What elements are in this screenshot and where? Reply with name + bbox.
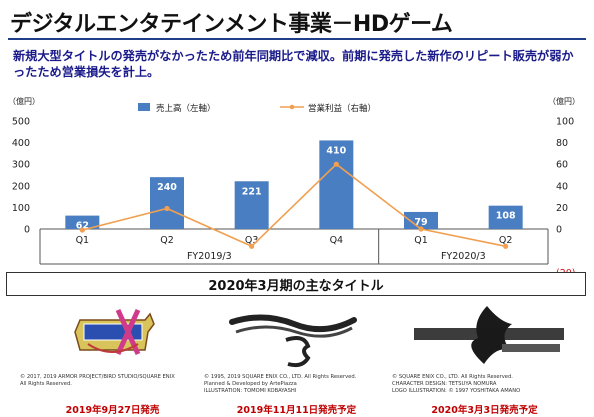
game-copyright-text: © 1995, 2019 SQUARE ENIX CO., LTD. All R… — [204, 374, 357, 394]
romancing-saga-logo — [229, 314, 357, 368]
game-card-ff7-remake: © SQUARE ENIX CO., LTD. All Rights Reser… — [392, 302, 577, 417]
game-card-dq11: © 2017, 2019 ARMOR PROJECT/BIRD STUDIO/S… — [20, 302, 205, 417]
game-release-date: 2020年3月3日発売予定 — [431, 405, 538, 416]
category-tick-label: Q3 — [245, 235, 259, 246]
category-tick-label: Q2 — [499, 235, 513, 246]
profit-point — [503, 243, 509, 249]
right-axis-tick-label: 60 — [556, 160, 568, 171]
revenue-bar-label: 108 — [496, 211, 516, 222]
revenue-bar — [150, 177, 184, 229]
profit-point — [333, 161, 339, 167]
revenue-bar-label: 240 — [157, 182, 177, 193]
profit-point — [249, 243, 255, 249]
revenue-profit-chart: （億円）（億円）5004003002001000100806040200(20)… — [8, 96, 580, 272]
left-axis-tick-label: 400 — [12, 138, 30, 149]
revenue-bar — [319, 140, 354, 229]
revenue-bar — [488, 205, 523, 229]
revenue-bar — [65, 215, 100, 229]
ff7-remake-logo — [414, 306, 564, 364]
game-copyright-text: © 2017, 2019 ARMOR PROJECT/BIRD STUDIO/S… — [20, 374, 175, 387]
dragon-quest-logo — [74, 308, 155, 356]
revenue-bar-label: 62 — [76, 221, 89, 232]
left-axis-tick-label: 100 — [12, 203, 30, 214]
group-label: FY2020/3 — [441, 251, 486, 262]
category-tick-label: Q2 — [160, 235, 174, 246]
left-axis-tick-label: 200 — [12, 181, 30, 192]
category-tick-label: Q1 — [414, 235, 428, 246]
left-axis-tick-label: 500 — [12, 117, 30, 128]
left-axis-tick-label: 300 — [12, 160, 30, 171]
right-axis-tick-label: 40 — [556, 181, 568, 192]
revenue-bar-label: 221 — [242, 186, 262, 197]
legend-label-revenue: 売上高（左軸） — [156, 103, 216, 114]
right-axis-tick-label: (20) — [556, 268, 576, 272]
revenue-bar — [404, 211, 438, 229]
profit-point — [79, 227, 85, 233]
revenue-bar — [234, 181, 269, 229]
category-tick-label: Q1 — [76, 235, 90, 246]
game-release-date: 2019年9月27日発売 — [65, 405, 160, 416]
profit-point — [418, 226, 424, 232]
right-axis-tick-label: 20 — [556, 203, 568, 214]
left-axis-unit: （億円） — [8, 96, 40, 106]
profit-line — [82, 163, 506, 248]
revenue-bar-label: 79 — [414, 217, 427, 228]
legend-label-profit: 営業利益（右軸） — [308, 103, 376, 114]
game-copyright-text: © SQUARE ENIX CO., LTD. All Rights Reser… — [392, 374, 521, 394]
right-axis-unit: （億円） — [548, 96, 580, 106]
game-release-date: 2019年11月11日発売予定 — [236, 405, 357, 416]
revenue-bar-label: 410 — [326, 145, 346, 156]
right-axis-tick-label: 80 — [556, 138, 568, 149]
left-axis-tick-label: 0 — [24, 225, 30, 236]
titles-section-header: 2020年3月期の主なタイトル — [6, 272, 586, 296]
category-tick-label: Q4 — [330, 235, 344, 246]
right-axis-tick-label: 100 — [556, 117, 574, 128]
profit-point — [164, 205, 170, 212]
right-axis-tick-label: 0 — [556, 225, 562, 236]
group-label: FY2019/3 — [187, 251, 232, 262]
legend-marker-profit — [289, 104, 295, 110]
legend-swatch-revenue — [138, 103, 150, 111]
page-subtitle: 新規大型タイトルの発売がなかったため前年同期比で減収。前期に発売した新作のリピー… — [13, 49, 574, 79]
page-title: デジタルエンタテインメント事業－HDゲーム — [10, 12, 453, 37]
title-divider — [8, 38, 586, 40]
game-card-romancing-saga: © 1995, 2019 SQUARE ENIX CO., LTD. All R… — [204, 302, 389, 417]
